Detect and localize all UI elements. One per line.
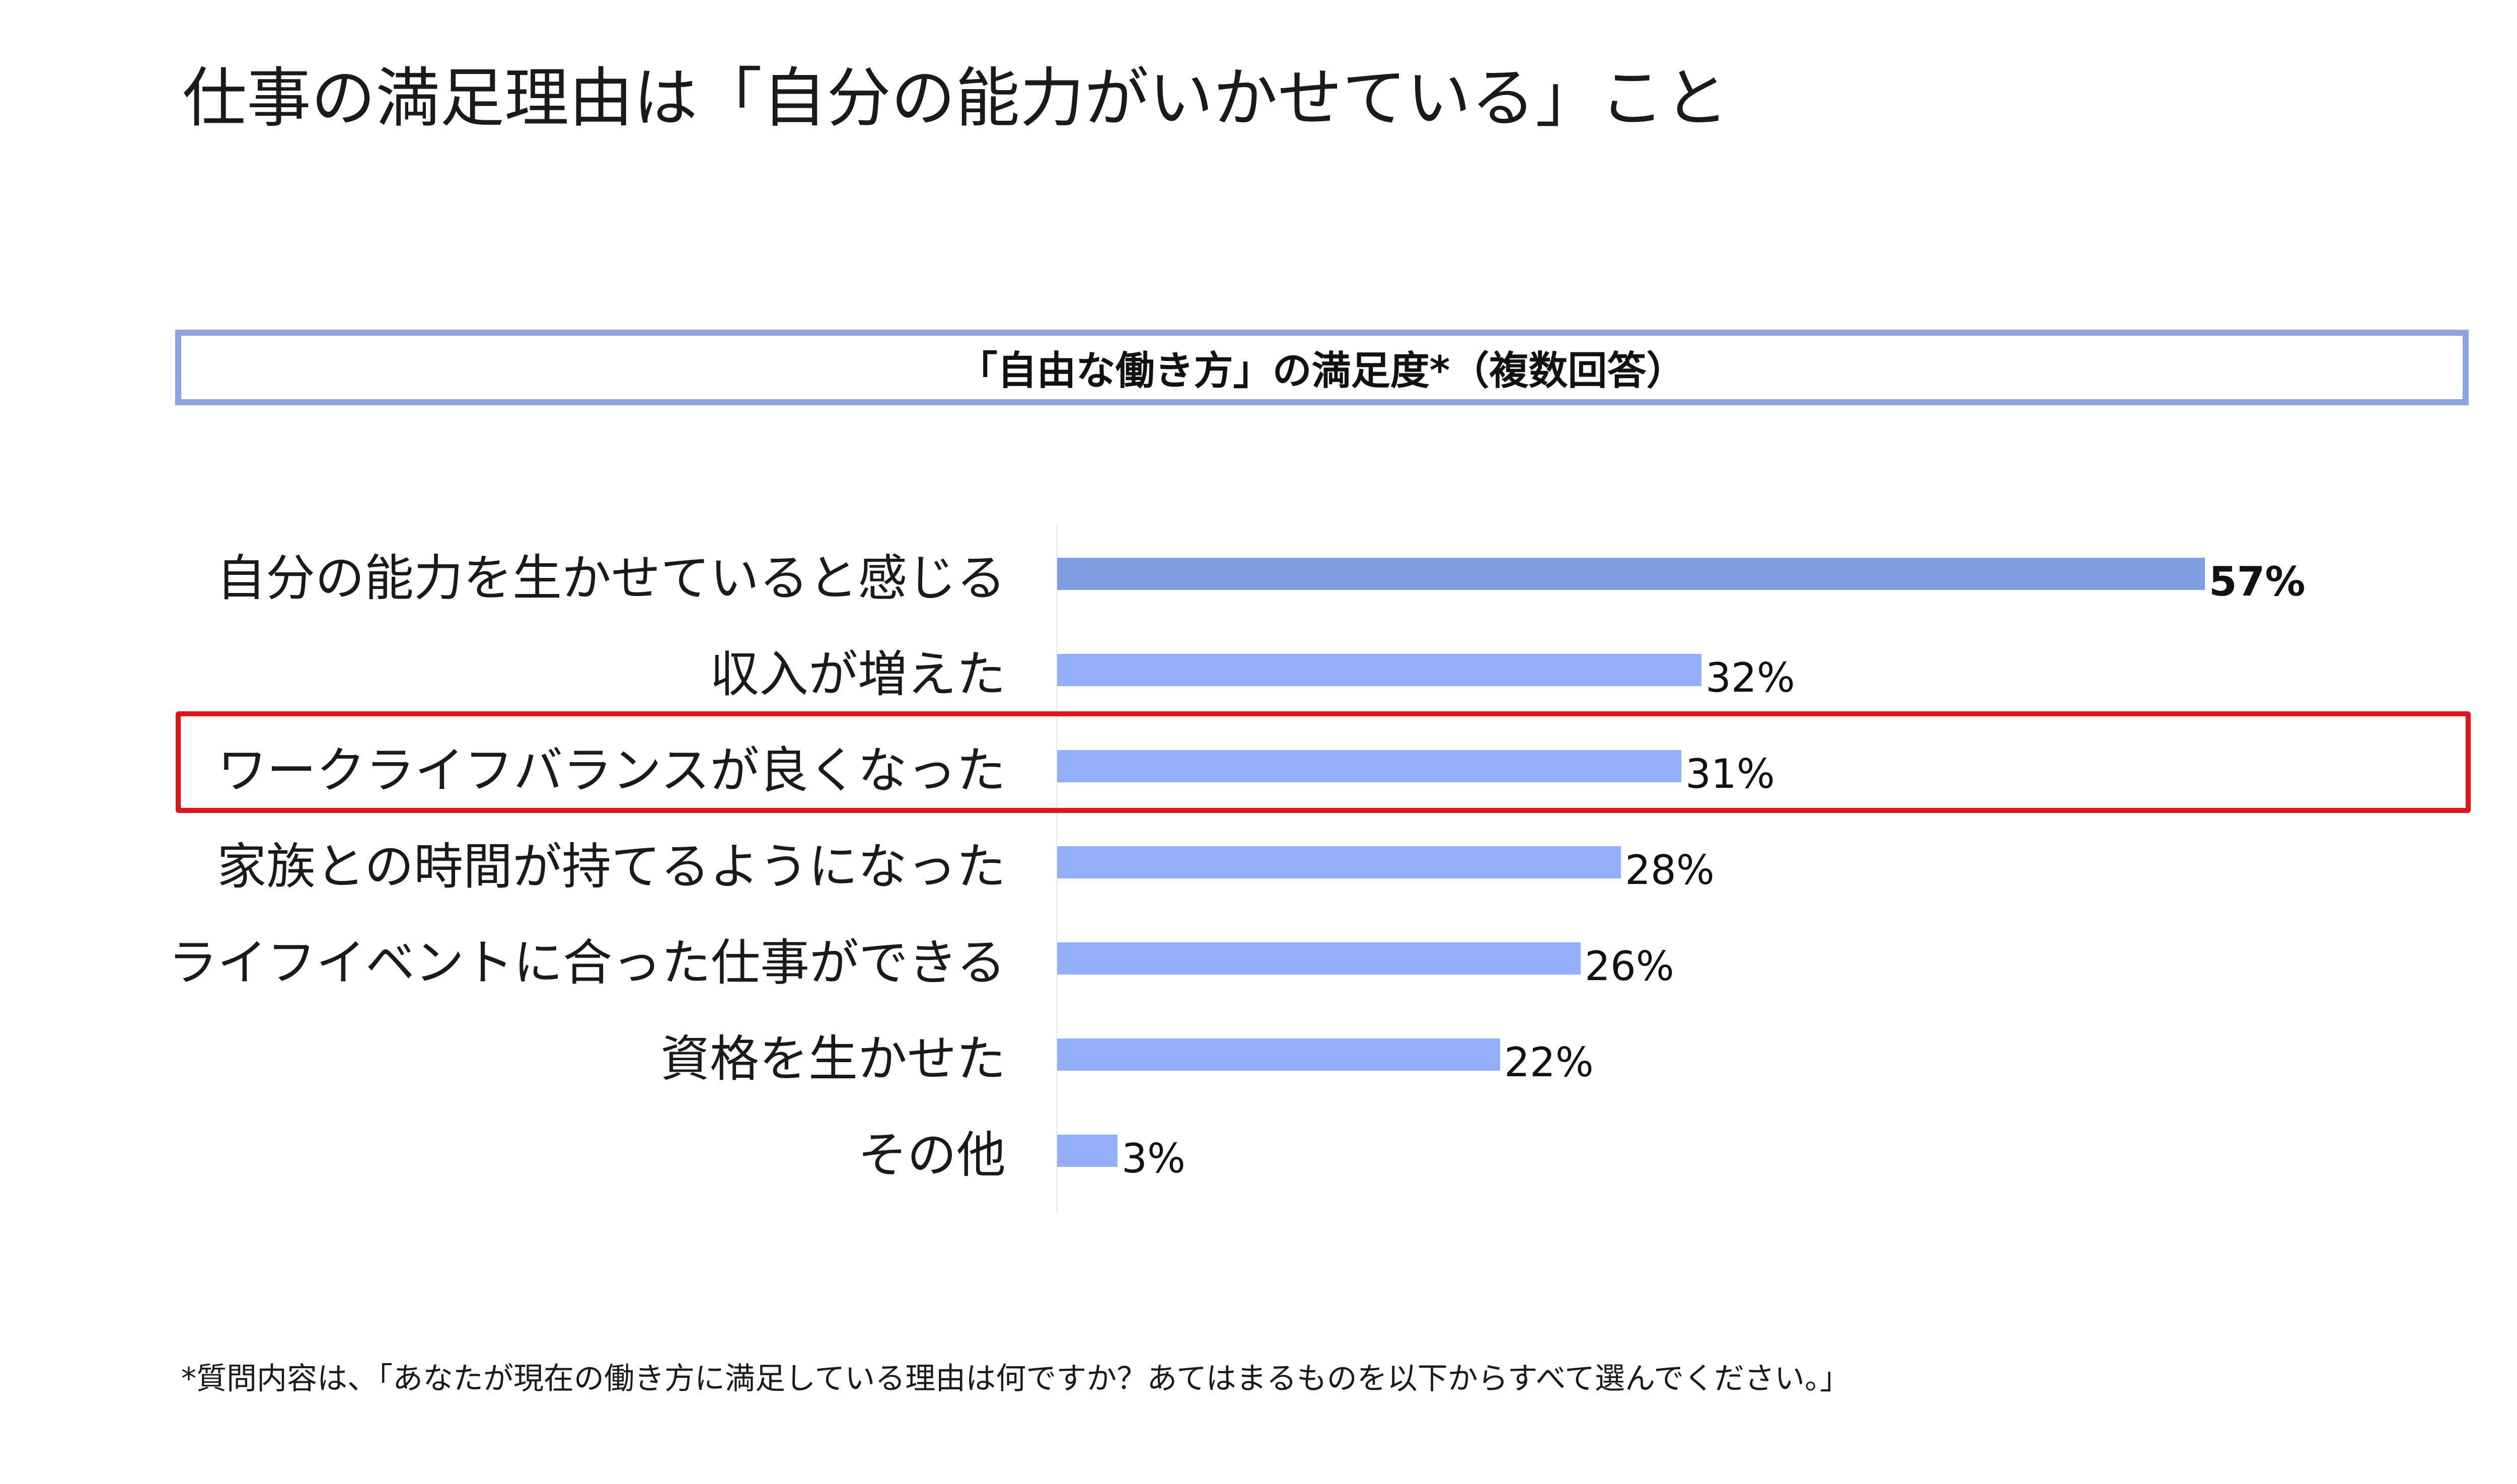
highlight-box: [176, 711, 2471, 813]
bar: [1057, 942, 1581, 975]
value-label: 57%: [2209, 558, 2306, 605]
bar-row: 資格を生かせた 22%: [0, 1009, 2517, 1100]
bar: [1057, 558, 2205, 590]
chart-title-box: 「自由な働き方」の満足度*（複数回答）: [175, 330, 2469, 405]
bar-row: その他 3%: [0, 1105, 2517, 1196]
value-label: 32%: [1706, 654, 1795, 701]
page-title: 仕事の満足理由は「自分の能力がいかせている」こと: [182, 61, 1729, 136]
chart-title: 「自由な働き方」の満足度*（複数回答）: [958, 348, 1686, 394]
category-axis-line: [1056, 524, 1058, 1213]
bar-row: 家族との時間が持てるようになった 28%: [0, 817, 2517, 908]
category-label: その他: [857, 1127, 1006, 1184]
bar-row: ライフイベントに合った仕事ができる 26%: [0, 913, 2517, 1004]
category-label: 家族との時間が持てるようになった: [216, 838, 1006, 896]
bar-row: 収入が増えた 32%: [0, 625, 2517, 715]
category-label: 自分の能力を生かせていると感じる: [216, 550, 1006, 607]
bar: [1057, 750, 1681, 782]
category-label: 収入が増えた: [709, 646, 1006, 703]
bar-row: ワークライフバランスが良くなった 31%: [0, 721, 2517, 811]
value-label: 3%: [1122, 1135, 1186, 1182]
footnote: *質問内容は、「あなたが現在の働き方に満足している理由は何ですか？あてはまるもの…: [181, 1361, 1850, 1396]
bar: [1057, 846, 1621, 878]
category-label: ワークライフバランスが良くなった: [217, 742, 1006, 799]
category-label: 資格を生かせた: [660, 1030, 1006, 1088]
value-label: 22%: [1504, 1038, 1594, 1086]
value-label: 28%: [1625, 846, 1715, 894]
bar: [1057, 1038, 1500, 1071]
value-label: 26%: [1585, 942, 1674, 990]
bar: [1057, 1135, 1118, 1167]
bar-row: 自分の能力を生かせていると感じる 57%: [0, 529, 2517, 619]
bar: [1057, 654, 1701, 686]
value-label: 31%: [1685, 750, 1775, 797]
category-label: ライフイベントに合った仕事ができる: [168, 934, 1006, 992]
